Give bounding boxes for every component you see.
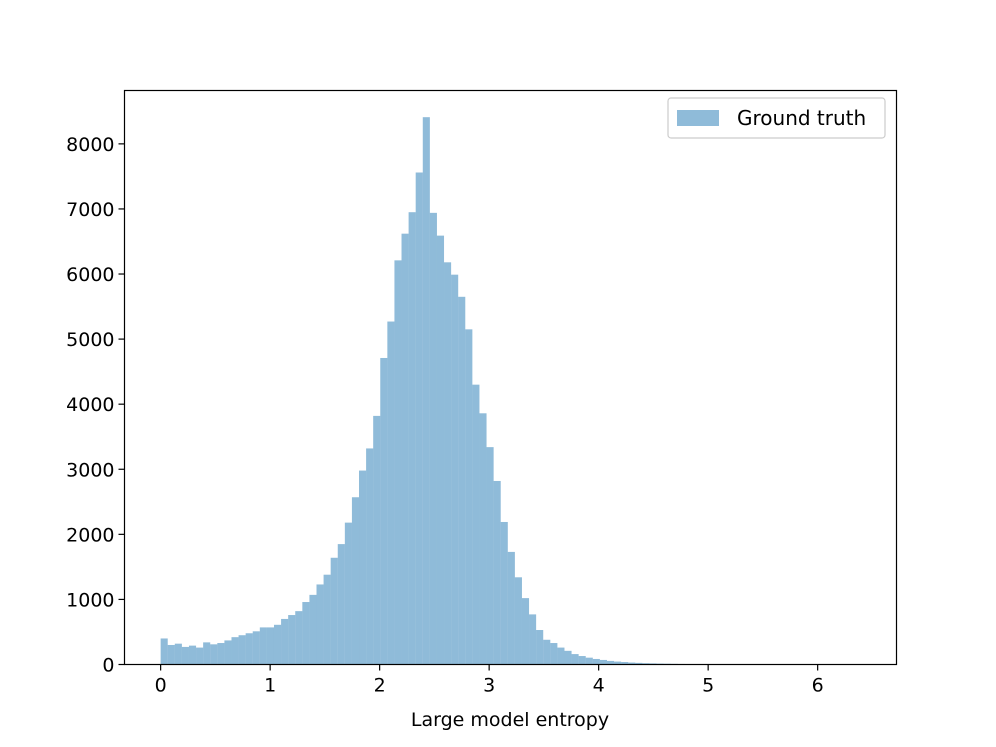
y-tick-label: 0: [102, 655, 114, 677]
y-tick-label: 1000: [66, 589, 114, 611]
histogram-bar: [259, 627, 267, 665]
histogram-bar: [472, 384, 480, 665]
histogram-bar: [373, 415, 381, 665]
histogram-bar: [281, 618, 289, 665]
x-tick-label: 2: [374, 675, 386, 697]
legend-label-ground-truth: Ground truth: [737, 106, 866, 130]
histogram-bar: [203, 642, 211, 665]
histogram-bar: [217, 643, 225, 665]
histogram-bar: [451, 274, 459, 665]
histogram-bar: [493, 480, 501, 665]
histogram-bar: [181, 646, 189, 665]
x-tick-label: 6: [812, 675, 824, 697]
x-axis-label: Large model entropy: [411, 709, 609, 731]
histogram-bar: [231, 637, 239, 665]
histogram-bar: [429, 212, 437, 665]
y-axis: 0 1000 2000 3000 4000 5000 6000 7000 8000: [66, 134, 125, 677]
histogram-bar: [628, 662, 636, 665]
histogram-bar: [238, 635, 246, 665]
histogram-bar: [316, 584, 324, 665]
x-tick-label: 4: [593, 675, 605, 697]
histogram-bar: [543, 639, 551, 665]
histogram-bar: [309, 594, 317, 665]
histogram-bar: [564, 650, 572, 665]
histogram-bar: [394, 260, 402, 665]
y-tick-label: 5000: [66, 329, 114, 351]
histogram-bar: [160, 638, 168, 665]
histogram-bar: [486, 447, 494, 665]
y-tick-label: 7000: [66, 199, 114, 221]
histogram-bar: [380, 357, 388, 665]
histogram-bar: [436, 235, 445, 665]
histogram-bar: [167, 644, 175, 665]
histogram-bar: [635, 662, 643, 665]
histogram-bar: [536, 630, 544, 665]
legend-swatch: [677, 110, 719, 126]
y-tick-label: 3000: [66, 459, 114, 481]
histogram-bar: [571, 654, 579, 665]
histogram-bar: [500, 521, 508, 665]
histogram-bar: [529, 614, 537, 665]
histogram-bar: [210, 644, 218, 665]
histogram-bar: [366, 448, 374, 665]
histogram-bar: [273, 624, 282, 665]
histogram-bar: [295, 611, 303, 665]
histogram-bar: [401, 233, 409, 665]
histogram-bar: [302, 602, 310, 665]
x-tick-label: 0: [155, 675, 167, 697]
histogram-bar: [557, 647, 565, 665]
histogram-bar: [578, 656, 586, 665]
histogram-bar: [415, 172, 423, 665]
histogram-bar: [550, 643, 558, 665]
histogram-bar: [344, 522, 352, 665]
histogram-bar: [521, 598, 530, 665]
histogram-bar: [614, 661, 622, 665]
y-tick-label: 4000: [66, 394, 114, 416]
histogram-bar: [337, 544, 345, 665]
plot-frame: [123, 89, 898, 666]
histogram-bar: [245, 633, 253, 665]
histogram-bar: [465, 329, 473, 665]
histogram-bar: [288, 615, 296, 665]
histogram-bar: [599, 659, 607, 665]
y-tick-label: 2000: [66, 524, 114, 546]
histogram-bar: [252, 631, 260, 665]
histogram-bar: [408, 212, 416, 665]
legend: Ground truth: [667, 97, 886, 139]
histogram-bar: [174, 643, 182, 665]
y-tick-label: 8000: [66, 134, 114, 156]
histogram-bar: [458, 296, 466, 665]
histogram-bar: [585, 657, 593, 665]
x-tick-label: 5: [702, 675, 714, 697]
histogram-bar: [606, 660, 615, 665]
histogram-bar: [351, 497, 360, 665]
histogram-bar: [330, 557, 338, 665]
histogram-bar: [196, 647, 204, 665]
x-tick-label: 3: [483, 675, 495, 697]
histogram-bar: [621, 662, 629, 665]
y-tick-label: 6000: [66, 264, 114, 286]
histogram-bar: [507, 551, 515, 665]
histogram-bar: [323, 574, 331, 665]
legend-frame: [667, 97, 886, 139]
histogram-bar: [188, 645, 197, 665]
histogram-bar: [479, 413, 487, 665]
histogram-bar: [514, 577, 522, 665]
histogram-bar: [266, 627, 274, 665]
histogram-bars: [160, 117, 870, 665]
histogram-bar: [387, 321, 395, 665]
histogram-bar: [592, 658, 600, 665]
x-axis: 0 1 2 3 4 5 6: [155, 664, 824, 697]
histogram-bar: [642, 663, 650, 665]
histogram-bar: [359, 470, 367, 665]
histogram-bar: [444, 262, 452, 665]
histogram-bar: [422, 117, 430, 665]
x-tick-label: 1: [264, 675, 276, 697]
histogram-bar: [224, 640, 232, 665]
